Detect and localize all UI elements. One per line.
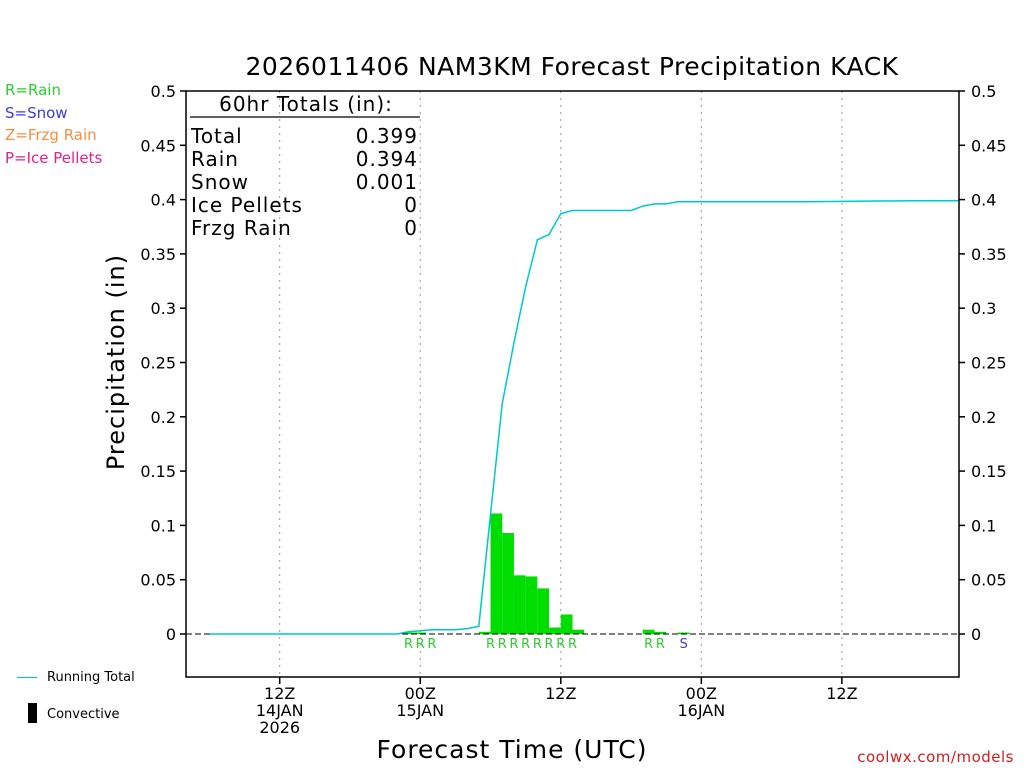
ptype-label: R (521, 637, 530, 652)
ptype-label: R (498, 637, 507, 652)
totals-box: 60hr Totals (in): Total 0.399 Rain 0.394 Snow… (190, 92, 420, 240)
totals-row-value: 0 (404, 216, 418, 240)
ptype-label: R (545, 637, 554, 652)
ptype-label: R (656, 637, 665, 652)
y-tick-label: 0.3 (151, 299, 176, 318)
y-tick-label: 0.35 (971, 245, 1007, 264)
totals-row-label: Ice Pellets (191, 193, 303, 217)
bars (402, 513, 690, 634)
y-tick-label: 0.5 (151, 82, 176, 101)
ptype-label: R (427, 637, 436, 652)
y-tick-label: 0.5 (971, 82, 996, 101)
y-tick-label: 0.15 (971, 462, 1007, 481)
precip-bar (502, 533, 514, 634)
precip-bar (677, 632, 690, 634)
y-tick-label: 0.45 (140, 136, 176, 155)
x-tick-label: 12Z (264, 684, 295, 703)
precip-bar (513, 575, 526, 634)
running-total-swatch (17, 677, 37, 678)
y-axis: 0 00.05 0.050.1 0.10.15 0.150.2 0.20.25 0.250.… (140, 82, 1006, 644)
totals-row-label: Snow (191, 170, 249, 194)
precip-bar (560, 614, 573, 634)
y-tick-label: 0.4 (971, 191, 996, 210)
x-axis-label: Forecast Time (UTC) (377, 735, 648, 764)
legend-snow: S=Snow (5, 104, 68, 122)
y-tick-label: 0.05 (140, 571, 176, 590)
totals-row-label: Total (190, 124, 243, 148)
convective-swatch (28, 703, 37, 723)
totals-row-value: 0 (404, 193, 418, 217)
credit-text: coolwx.com/models (857, 748, 1014, 766)
y-tick-label: 0.3 (971, 299, 996, 318)
precip-bar (537, 588, 550, 634)
y-tick-label: 0.25 (971, 354, 1007, 373)
convective-label: Convective (47, 707, 120, 722)
precip-bar (525, 576, 538, 634)
precip-bar (572, 629, 585, 634)
precip-bar (402, 632, 415, 634)
running-total-line (209, 199, 959, 635)
y-tick-label: 0.35 (140, 245, 176, 264)
x-tick-label: 12Z (545, 684, 576, 703)
running-total-label: Running Total (47, 670, 135, 685)
y-tick-label: 0.45 (971, 136, 1007, 155)
totals-row-value: 0.394 (356, 147, 418, 171)
precip-bar (654, 631, 667, 634)
ptype-label: R (416, 637, 425, 652)
ptype-label: R (533, 637, 542, 652)
x-tick-label: 2026 (259, 718, 300, 737)
totals-row-value: 0.399 (356, 124, 418, 148)
totals-row-label: Rain (191, 147, 239, 171)
y-tick-label: 0 (166, 625, 176, 644)
y-tick-label: 0.4 (151, 191, 176, 210)
y-tick-label: 0.2 (971, 408, 996, 427)
totals-row-value: 0.001 (356, 170, 418, 194)
x-tick-label: 00Z (686, 684, 717, 703)
y-tick-label: 0.1 (151, 516, 176, 535)
x-tick-label: 00Z (405, 684, 436, 703)
totals-header: 60hr Totals (in): (219, 92, 393, 116)
ptype-label: R (644, 637, 653, 652)
precip-bar (549, 627, 561, 634)
x-tick-label: 16JAN (677, 701, 725, 720)
legend-rain: R=Rain (5, 81, 61, 99)
ptype-label: R (486, 637, 495, 652)
x-tick-label: 15JAN (396, 701, 444, 720)
ptype-label: R (509, 637, 518, 652)
precip-bar (414, 632, 427, 634)
y-tick-label: 0.25 (140, 354, 176, 373)
ptype-label: S (680, 637, 688, 652)
legend-ice-pellets: P=Ice Pellets (5, 149, 103, 167)
y-tick-label: 0.05 (971, 571, 1007, 590)
legend-freezing-rain: Z=Frzg Rain (5, 126, 97, 144)
ptype-label: R (404, 637, 413, 652)
ptype-label: R (556, 637, 565, 652)
precip-bar (490, 513, 503, 634)
totals-row-label: Frzg Rain (191, 216, 292, 240)
plot-frame (185, 90, 960, 678)
precip-bar (642, 629, 655, 634)
y-axis-label: Precipitation (in) (102, 254, 130, 470)
ptype-label: R (568, 637, 577, 652)
x-tick-label: 12Z (826, 684, 857, 703)
precip-bar (478, 631, 491, 634)
x-tick-label: 14JAN (256, 701, 304, 720)
y-tick-label: 0 (971, 625, 981, 644)
y-tick-label: 0.1 (971, 516, 996, 535)
y-tick-label: 0.15 (140, 462, 176, 481)
y-tick-label: 0.2 (151, 408, 176, 427)
chart-title: 2026011406 NAM3KM Forecast Precipitation… (245, 52, 898, 81)
